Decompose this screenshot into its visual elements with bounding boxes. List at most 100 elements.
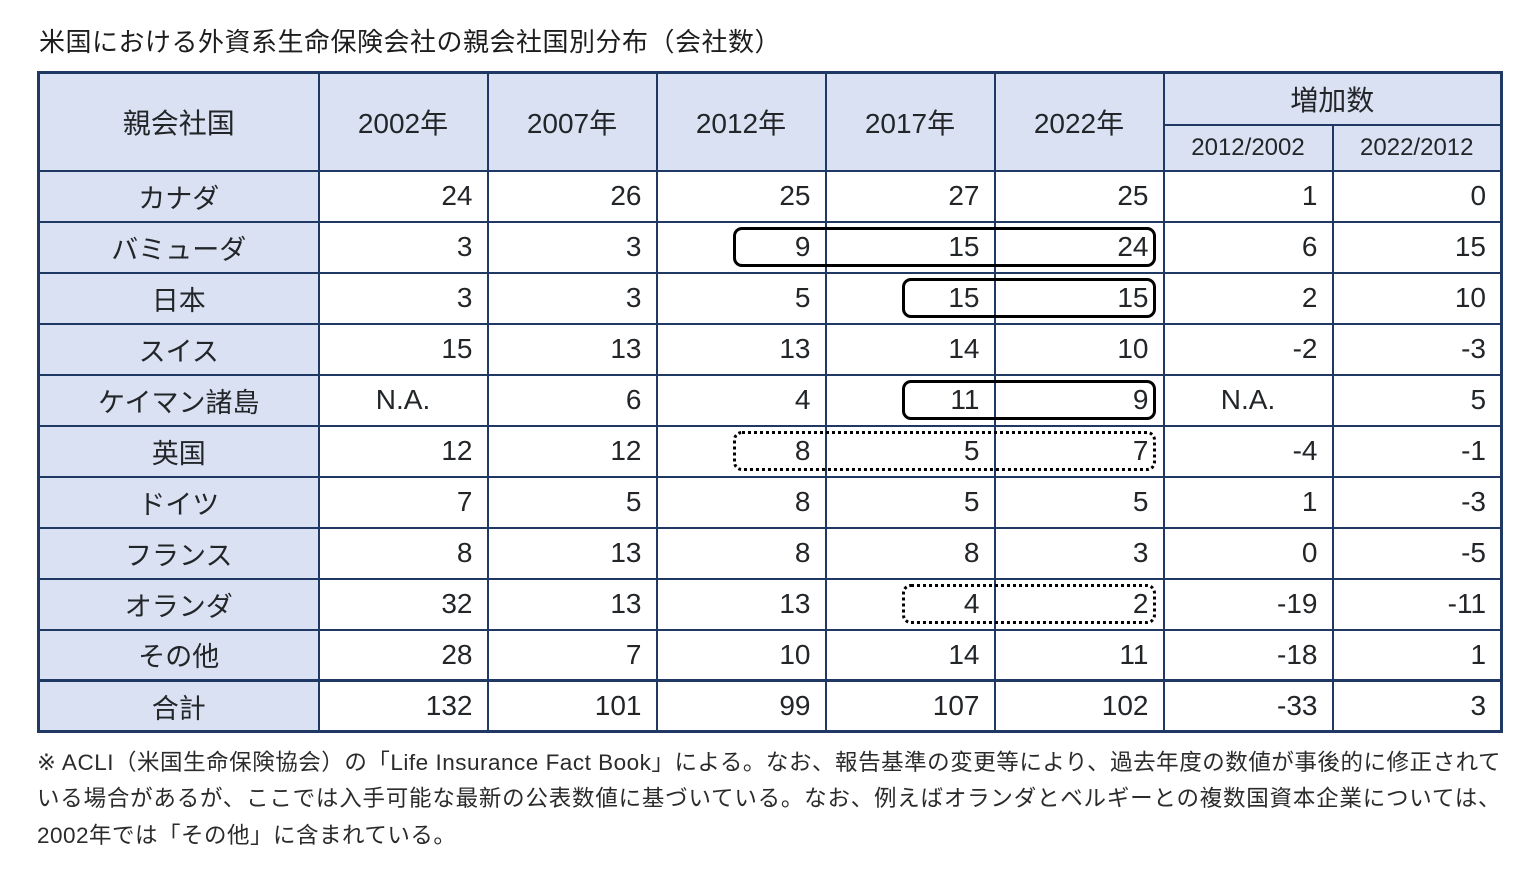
country-cell: オランダ <box>37 577 320 631</box>
country-cell: その他 <box>37 628 320 682</box>
table-row: 日本 3 3 5 15 15 2 10 <box>37 271 1503 325</box>
value-cell-2022: 11 <box>993 628 1165 682</box>
value-cell-2012: 13 <box>655 322 827 376</box>
country-cell: 日本 <box>37 271 320 325</box>
header-row-sub: 2012/2002 2022/2012 <box>39 123 1503 172</box>
table-row: ドイツ 7 5 8 5 5 1 -3 <box>37 475 1503 529</box>
table-row: カナダ 24 26 25 27 25 1 0 <box>37 169 1503 223</box>
value-cell-2002: 7 <box>317 475 489 529</box>
value-cell-increase-2012-2002: -33 <box>1162 679 1334 733</box>
value-cell-2012: 8 <box>655 526 827 580</box>
table-row: フランス 8 13 8 8 3 0 -5 <box>37 526 1503 580</box>
value-cell-2007: 26 <box>486 169 658 223</box>
country-cell: フランス <box>37 526 320 580</box>
value-cell-2002: 24 <box>317 169 489 223</box>
value-cell-increase-2012-2002: -4 <box>1162 424 1334 478</box>
country-cell: バミューダ <box>37 220 320 274</box>
table-row: ケイマン諸島 N.A. 6 4 11 9 N.A. 5 <box>37 373 1503 427</box>
col-header-year-2002: 2002年 <box>317 71 489 172</box>
value-cell-increase-2022-2012: -1 <box>1331 424 1503 478</box>
value-cell-2012: 4 <box>655 373 827 427</box>
value-cell-2007: 5 <box>486 475 658 529</box>
value-cell-2007: 13 <box>486 322 658 376</box>
value-cell-2017: 5 <box>824 475 996 529</box>
col-header-increase-2012-2002: 2012/2002 <box>1162 123 1334 172</box>
value-cell-2002: 15 <box>317 322 489 376</box>
value-cell-2022: 10 <box>993 322 1165 376</box>
value-cell-increase-2022-2012: 5 <box>1331 373 1503 427</box>
value-cell-2007: 6 <box>486 373 658 427</box>
value-cell-2007: 101 <box>486 679 658 733</box>
table-row: オランダ 32 13 13 4 2 -19 -11 <box>37 577 1503 631</box>
table-wrap: 親会社国 2002年 2007年 2012年 2017年 2022年 増加数 2… <box>37 71 1504 733</box>
col-header-year-2022: 2022年 <box>993 71 1165 172</box>
header-row-main: 親会社国 2002年 2007年 2012年 2017年 2022年 増加数 <box>37 71 1503 172</box>
value-cell-2022: 9 <box>993 373 1165 427</box>
value-cell-2012: 5 <box>655 271 827 325</box>
value-cell-2017: 27 <box>824 169 996 223</box>
value-cell-2017: 15 <box>824 271 996 325</box>
page-title: 米国における外資系生命保険会社の親会社国別分布（会社数） <box>39 27 782 57</box>
value-cell-increase-2012-2002: -2 <box>1162 322 1334 376</box>
value-cell-2002: 3 <box>317 271 489 325</box>
value-cell-increase-2012-2002: 2 <box>1162 271 1334 325</box>
value-cell-2012: 8 <box>655 475 827 529</box>
value-cell-2017: 15 <box>824 220 996 274</box>
value-cell-2012: 13 <box>655 577 827 631</box>
value-cell-2002: 12 <box>317 424 489 478</box>
value-cell-increase-2022-2012: 1 <box>1331 628 1503 682</box>
value-cell-2012: 25 <box>655 169 827 223</box>
value-cell-2002: 28 <box>317 628 489 682</box>
col-header-increase: 増加数 <box>1162 71 1503 126</box>
value-cell-2022: 3 <box>993 526 1165 580</box>
value-cell-2022: 102 <box>993 679 1165 733</box>
value-cell-2002: 132 <box>317 679 489 733</box>
value-cell-2007: 7 <box>486 628 658 682</box>
value-cell-2017: 14 <box>824 322 996 376</box>
country-cell: ドイツ <box>37 475 320 529</box>
value-cell-2022: 2 <box>993 577 1165 631</box>
value-cell-2017: 5 <box>824 424 996 478</box>
value-cell-increase-2022-2012: 3 <box>1331 679 1503 733</box>
value-cell-increase-2012-2002: N.A. <box>1162 373 1334 427</box>
table-row: その他 28 7 10 14 11 -18 1 <box>37 628 1503 682</box>
col-header-year-2012: 2012年 <box>655 71 827 172</box>
table-row: スイス 15 13 13 14 10 -2 -3 <box>37 322 1503 376</box>
value-cell-increase-2022-2012: -5 <box>1331 526 1503 580</box>
col-header-increase-2022-2012: 2022/2012 <box>1331 123 1503 172</box>
country-cell: 英国 <box>37 424 320 478</box>
value-cell-2007: 3 <box>486 271 658 325</box>
country-cell: ケイマン諸島 <box>37 373 320 427</box>
value-cell-increase-2012-2002: 1 <box>1162 169 1334 223</box>
value-cell-increase-2012-2002: -18 <box>1162 628 1334 682</box>
country-cell: カナダ <box>37 169 320 223</box>
value-cell-increase-2012-2002: 1 <box>1162 475 1334 529</box>
table-row: 英国 12 12 8 5 7 -4 -1 <box>37 424 1503 478</box>
source-note: ※ ACLI（米国生命保険協会）の「Life Insurance Fact Bo… <box>37 750 1501 848</box>
value-cell-2022: 7 <box>993 424 1165 478</box>
value-cell-2012: 10 <box>655 628 827 682</box>
table-header: 親会社国 2002年 2007年 2012年 2017年 2022年 増加数 2… <box>37 71 1503 172</box>
value-cell-2002: 3 <box>317 220 489 274</box>
value-cell-2002: N.A. <box>317 373 489 427</box>
value-cell-increase-2022-2012: -3 <box>1331 475 1503 529</box>
data-table: 親会社国 2002年 2007年 2012年 2017年 2022年 増加数 2… <box>37 71 1504 733</box>
value-cell-2022: 24 <box>993 220 1165 274</box>
table-body: カナダ 24 26 25 27 25 1 0 バミューダ 3 3 9 15 24… <box>37 169 1503 733</box>
value-cell-increase-2022-2012: 10 <box>1331 271 1503 325</box>
value-cell-2012: 9 <box>655 220 827 274</box>
value-cell-increase-2012-2002: -19 <box>1162 577 1334 631</box>
country-cell: 合計 <box>37 679 320 733</box>
value-cell-2012: 8 <box>655 424 827 478</box>
value-cell-increase-2012-2002: 6 <box>1162 220 1334 274</box>
value-cell-increase-2022-2012: -11 <box>1331 577 1503 631</box>
value-cell-increase-2012-2002: 0 <box>1162 526 1334 580</box>
value-cell-2022: 5 <box>993 475 1165 529</box>
value-cell-increase-2022-2012: 15 <box>1331 220 1503 274</box>
table-row: バミューダ 3 3 9 15 24 6 15 <box>37 220 1503 274</box>
col-header-year-2007: 2007年 <box>486 71 658 172</box>
value-cell-2022: 15 <box>993 271 1165 325</box>
value-cell-2022: 25 <box>993 169 1165 223</box>
value-cell-2007: 13 <box>486 526 658 580</box>
